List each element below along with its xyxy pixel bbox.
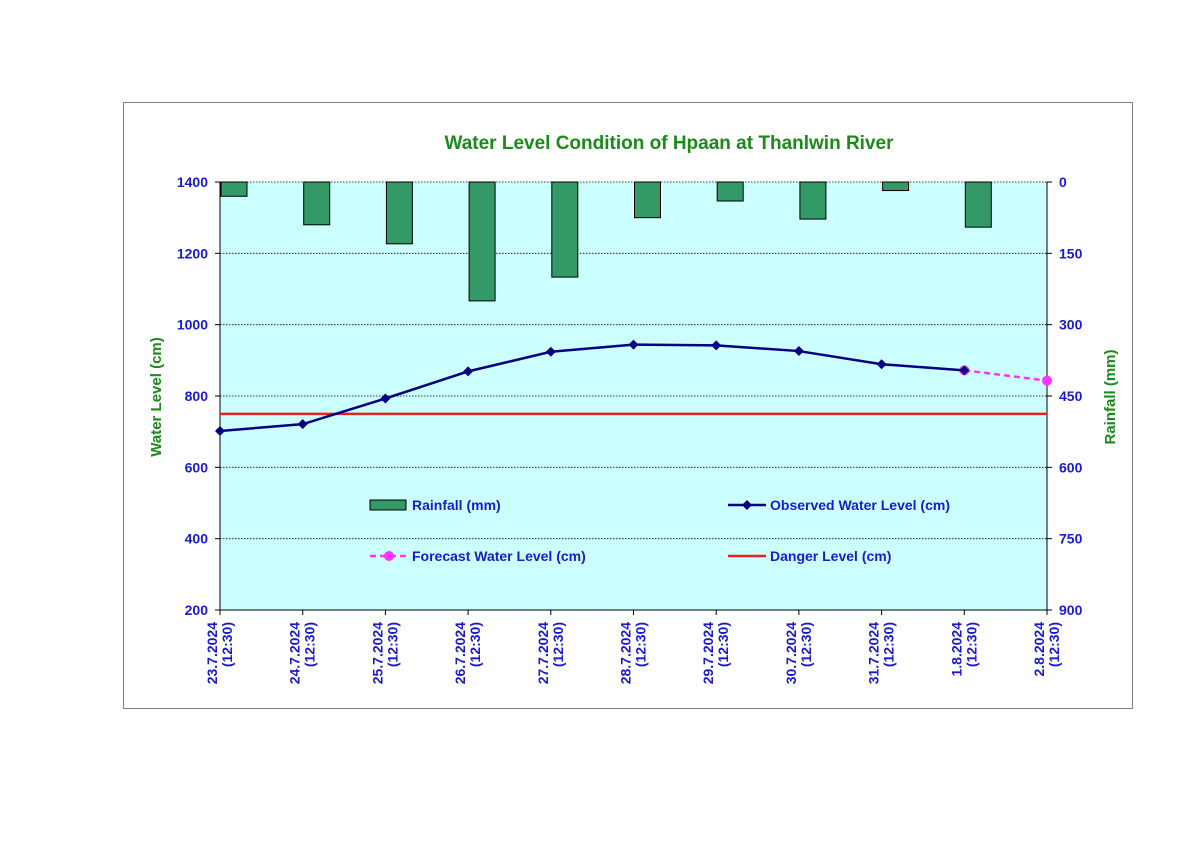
rainfall-bar: [964, 181, 992, 228]
legend: Rainfall (mm) Observed Water Level (cm) Fo…: [369, 497, 950, 564]
water-level-chart: Water Level Condition of Hpaan at Thanlw…: [148, 133, 1119, 684]
rainfall-bar: [799, 181, 827, 220]
rainfall-bar: [468, 181, 496, 302]
observed-water-level-line: [219, 343, 965, 433]
legend-marker: [742, 500, 752, 510]
rainfall-bar: [634, 181, 661, 219]
rainfall-bar: [385, 181, 413, 245]
x-tick-label: 2.8.2024(12:30): [1031, 622, 1062, 677]
legend-label: Observed Water Level (cm): [770, 497, 950, 513]
chart-title: Water Level Condition of Hpaan at Thanlw…: [444, 133, 894, 154]
x-tick-label: 28.7.2024(12:30): [618, 622, 649, 684]
legend-marker: [384, 551, 394, 561]
y2-axis-title: Rainfall (mm): [1102, 349, 1119, 444]
y-tick-label: 1000: [177, 317, 208, 333]
x-tick-label: 23.7.2024(12:30): [204, 622, 235, 684]
x-tick-label: 27.7.2024(12:30): [535, 622, 566, 684]
rainfall-bar: [882, 181, 910, 192]
y-axis-title: Water Level (cm): [148, 337, 165, 456]
rainfall-bar: [220, 181, 248, 197]
y-tick-label: 600: [185, 459, 209, 475]
observed-point: [711, 340, 722, 351]
legend-label: Rainfall (mm): [412, 497, 501, 513]
legend-label: Forecast Water Level (cm): [412, 548, 586, 564]
legend-swatch: [369, 499, 407, 511]
y-tick-label: 200: [185, 602, 209, 618]
observed-point: [380, 393, 391, 404]
y2-tick-label: 900: [1059, 602, 1083, 618]
forecast-water-level-line: [964, 369, 1048, 382]
y-tick-label: 1400: [177, 174, 208, 190]
y2-tick-label: 150: [1059, 245, 1083, 261]
plot-area: [220, 182, 1047, 610]
observed-point: [463, 366, 474, 377]
observed-point: [215, 425, 225, 436]
rainfall-bar: [551, 181, 579, 278]
y-tick-label: 1200: [177, 245, 208, 261]
x-tick-label: 31.7.2024(12:30): [866, 622, 897, 684]
forecast-point: [1042, 375, 1052, 386]
x-tick-label: 26.7.2024(12:30): [452, 622, 483, 684]
y-tick-label: 800: [185, 388, 209, 404]
x-tick-label: 24.7.2024(12:30): [287, 622, 318, 684]
y2-tick-label: 600: [1059, 459, 1083, 475]
x-tick-label: 29.7.2024(12:30): [700, 622, 731, 684]
observed-point: [628, 339, 639, 350]
observed-point: [297, 419, 308, 430]
y2-tick-label: 750: [1059, 531, 1083, 547]
observed-point: [545, 346, 556, 357]
x-tick-label: 30.7.2024(12:30): [783, 622, 814, 684]
observed-point: [959, 365, 970, 376]
observed-point: [876, 359, 887, 370]
chart-frame: Water Level Condition of Hpaan at Thanlw…: [123, 102, 1133, 709]
y2-tick-label: 450: [1059, 388, 1083, 404]
y2-tick-label: 300: [1059, 317, 1083, 333]
observed-point: [793, 346, 804, 357]
x-tick-label: 1.8.2024(12:30): [948, 622, 979, 677]
x-tick-label: 25.7.2024(12:30): [369, 622, 400, 684]
legend-label: Danger Level (cm): [770, 548, 891, 564]
rainfall-bar: [716, 181, 744, 202]
rainfall-bar: [303, 181, 331, 226]
y-tick-label: 400: [185, 531, 209, 547]
y2-tick-label: 0: [1059, 174, 1067, 190]
